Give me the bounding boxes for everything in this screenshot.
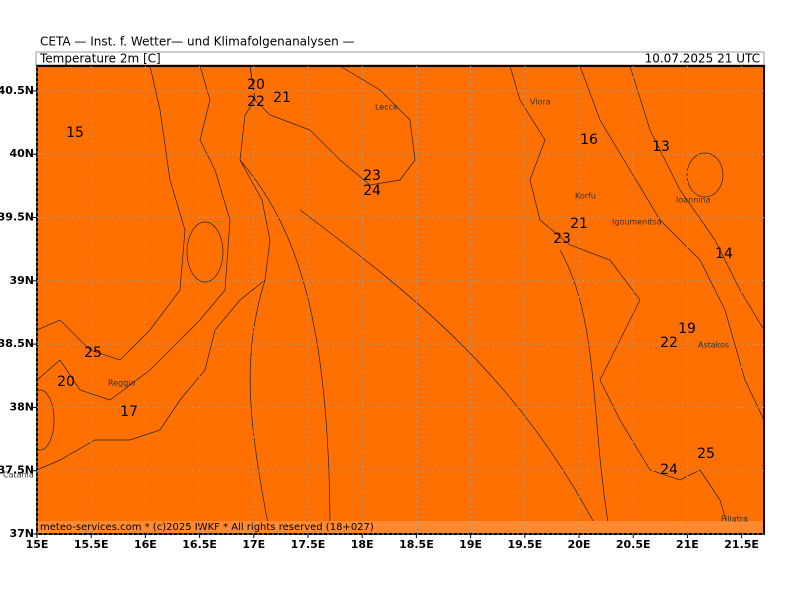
- greece-cool: [629, 66, 764, 331]
- contour-line: [559, 249, 611, 534]
- lon-tick-label: 20.5E: [616, 538, 651, 551]
- header-title: CETA — Inst. f. Wetter— und Klimafolgena…: [40, 35, 355, 49]
- contour-label: 23: [363, 168, 381, 184]
- place-name: Filiatra: [721, 515, 748, 524]
- greece-land: [509, 66, 764, 534]
- contour-label: 24: [660, 462, 678, 478]
- footer-band: [37, 521, 764, 534]
- contour-label: 14: [715, 246, 733, 262]
- greece-warm: [579, 66, 764, 421]
- contour-label: 25: [697, 446, 715, 462]
- italy-warm: [37, 66, 231, 401]
- contour-label: 20: [57, 374, 75, 390]
- lat-tick-label: 39.5N: [0, 211, 34, 224]
- place-name: Catania: [3, 471, 34, 480]
- lon-tick-label: 18E: [351, 538, 374, 551]
- pindus-cold: [686, 152, 724, 198]
- lat-tick-label: 40N: [9, 147, 34, 160]
- place-name: Igoumenitsa: [612, 218, 662, 227]
- italy-cool: [37, 66, 186, 361]
- map-field: [37, 66, 764, 534]
- contour-label: 21: [273, 90, 291, 106]
- lat-tick-label: 38.5N: [0, 337, 34, 350]
- lon-tick-label: 18.5E: [399, 538, 434, 551]
- lon-tick-label: 20E: [568, 538, 591, 551]
- contour-label: 24: [363, 183, 381, 199]
- variable-label: Temperature 2m [C]: [39, 52, 161, 66]
- lon-tick-label: 15.5E: [74, 538, 109, 551]
- contour-label: 16: [580, 132, 598, 148]
- contour-label: 22: [660, 335, 678, 351]
- contour-label: 19: [678, 321, 696, 337]
- lon-tick-label: 17.5E: [291, 538, 326, 551]
- sicily-cool: [37, 389, 55, 451]
- contour-line: [239, 159, 331, 534]
- contour-label: 21: [570, 216, 588, 232]
- contour-line: [299, 209, 601, 534]
- place-name: Lecce: [375, 103, 398, 112]
- contour-label: 25: [84, 345, 102, 361]
- italy-land: [37, 66, 271, 471]
- lon-tick-label: 15E: [26, 538, 49, 551]
- lat-tick-label: 38N: [9, 400, 34, 413]
- place-name: Reggio: [108, 379, 136, 388]
- valid-time: 10.07.2025 21 UTC: [645, 52, 760, 66]
- contour-label: 23: [553, 231, 571, 247]
- lon-tick-label: 19E: [459, 538, 482, 551]
- place-name: Astakos: [698, 341, 729, 350]
- lat-tick-label: 39N: [9, 274, 34, 287]
- puglia-land: [249, 66, 416, 186]
- contour-label: 15: [66, 125, 84, 141]
- lon-tick-label: 19.5E: [507, 538, 542, 551]
- lon-tick-label: 16.5E: [182, 538, 217, 551]
- map-frame: [36, 65, 765, 535]
- sila-cold: [186, 221, 224, 283]
- contour-label: 17: [120, 404, 138, 420]
- footer-credit: meteo-services.com * (c)2025 IWKF * All …: [40, 522, 374, 533]
- contour-line: [249, 279, 271, 534]
- lon-tick-label: 16E: [134, 538, 157, 551]
- contour-label: 20: [247, 77, 265, 93]
- lat-tick-label: 37N: [9, 527, 34, 540]
- sea: [37, 66, 764, 534]
- lat-tick-label: 40.5N: [0, 84, 34, 97]
- lon-tick-label: 17E: [242, 538, 265, 551]
- lat-tick-label: 37.5N: [0, 464, 34, 477]
- place-name: Vlora: [530, 98, 551, 107]
- lon-tick-label: 21E: [676, 538, 699, 551]
- lon-tick-label: 21.5E: [724, 538, 759, 551]
- contour-label: 22: [247, 94, 265, 110]
- contour-label: 13: [652, 139, 670, 155]
- place-name: Korfu: [575, 192, 596, 201]
- place-name: Ioannina: [676, 196, 711, 205]
